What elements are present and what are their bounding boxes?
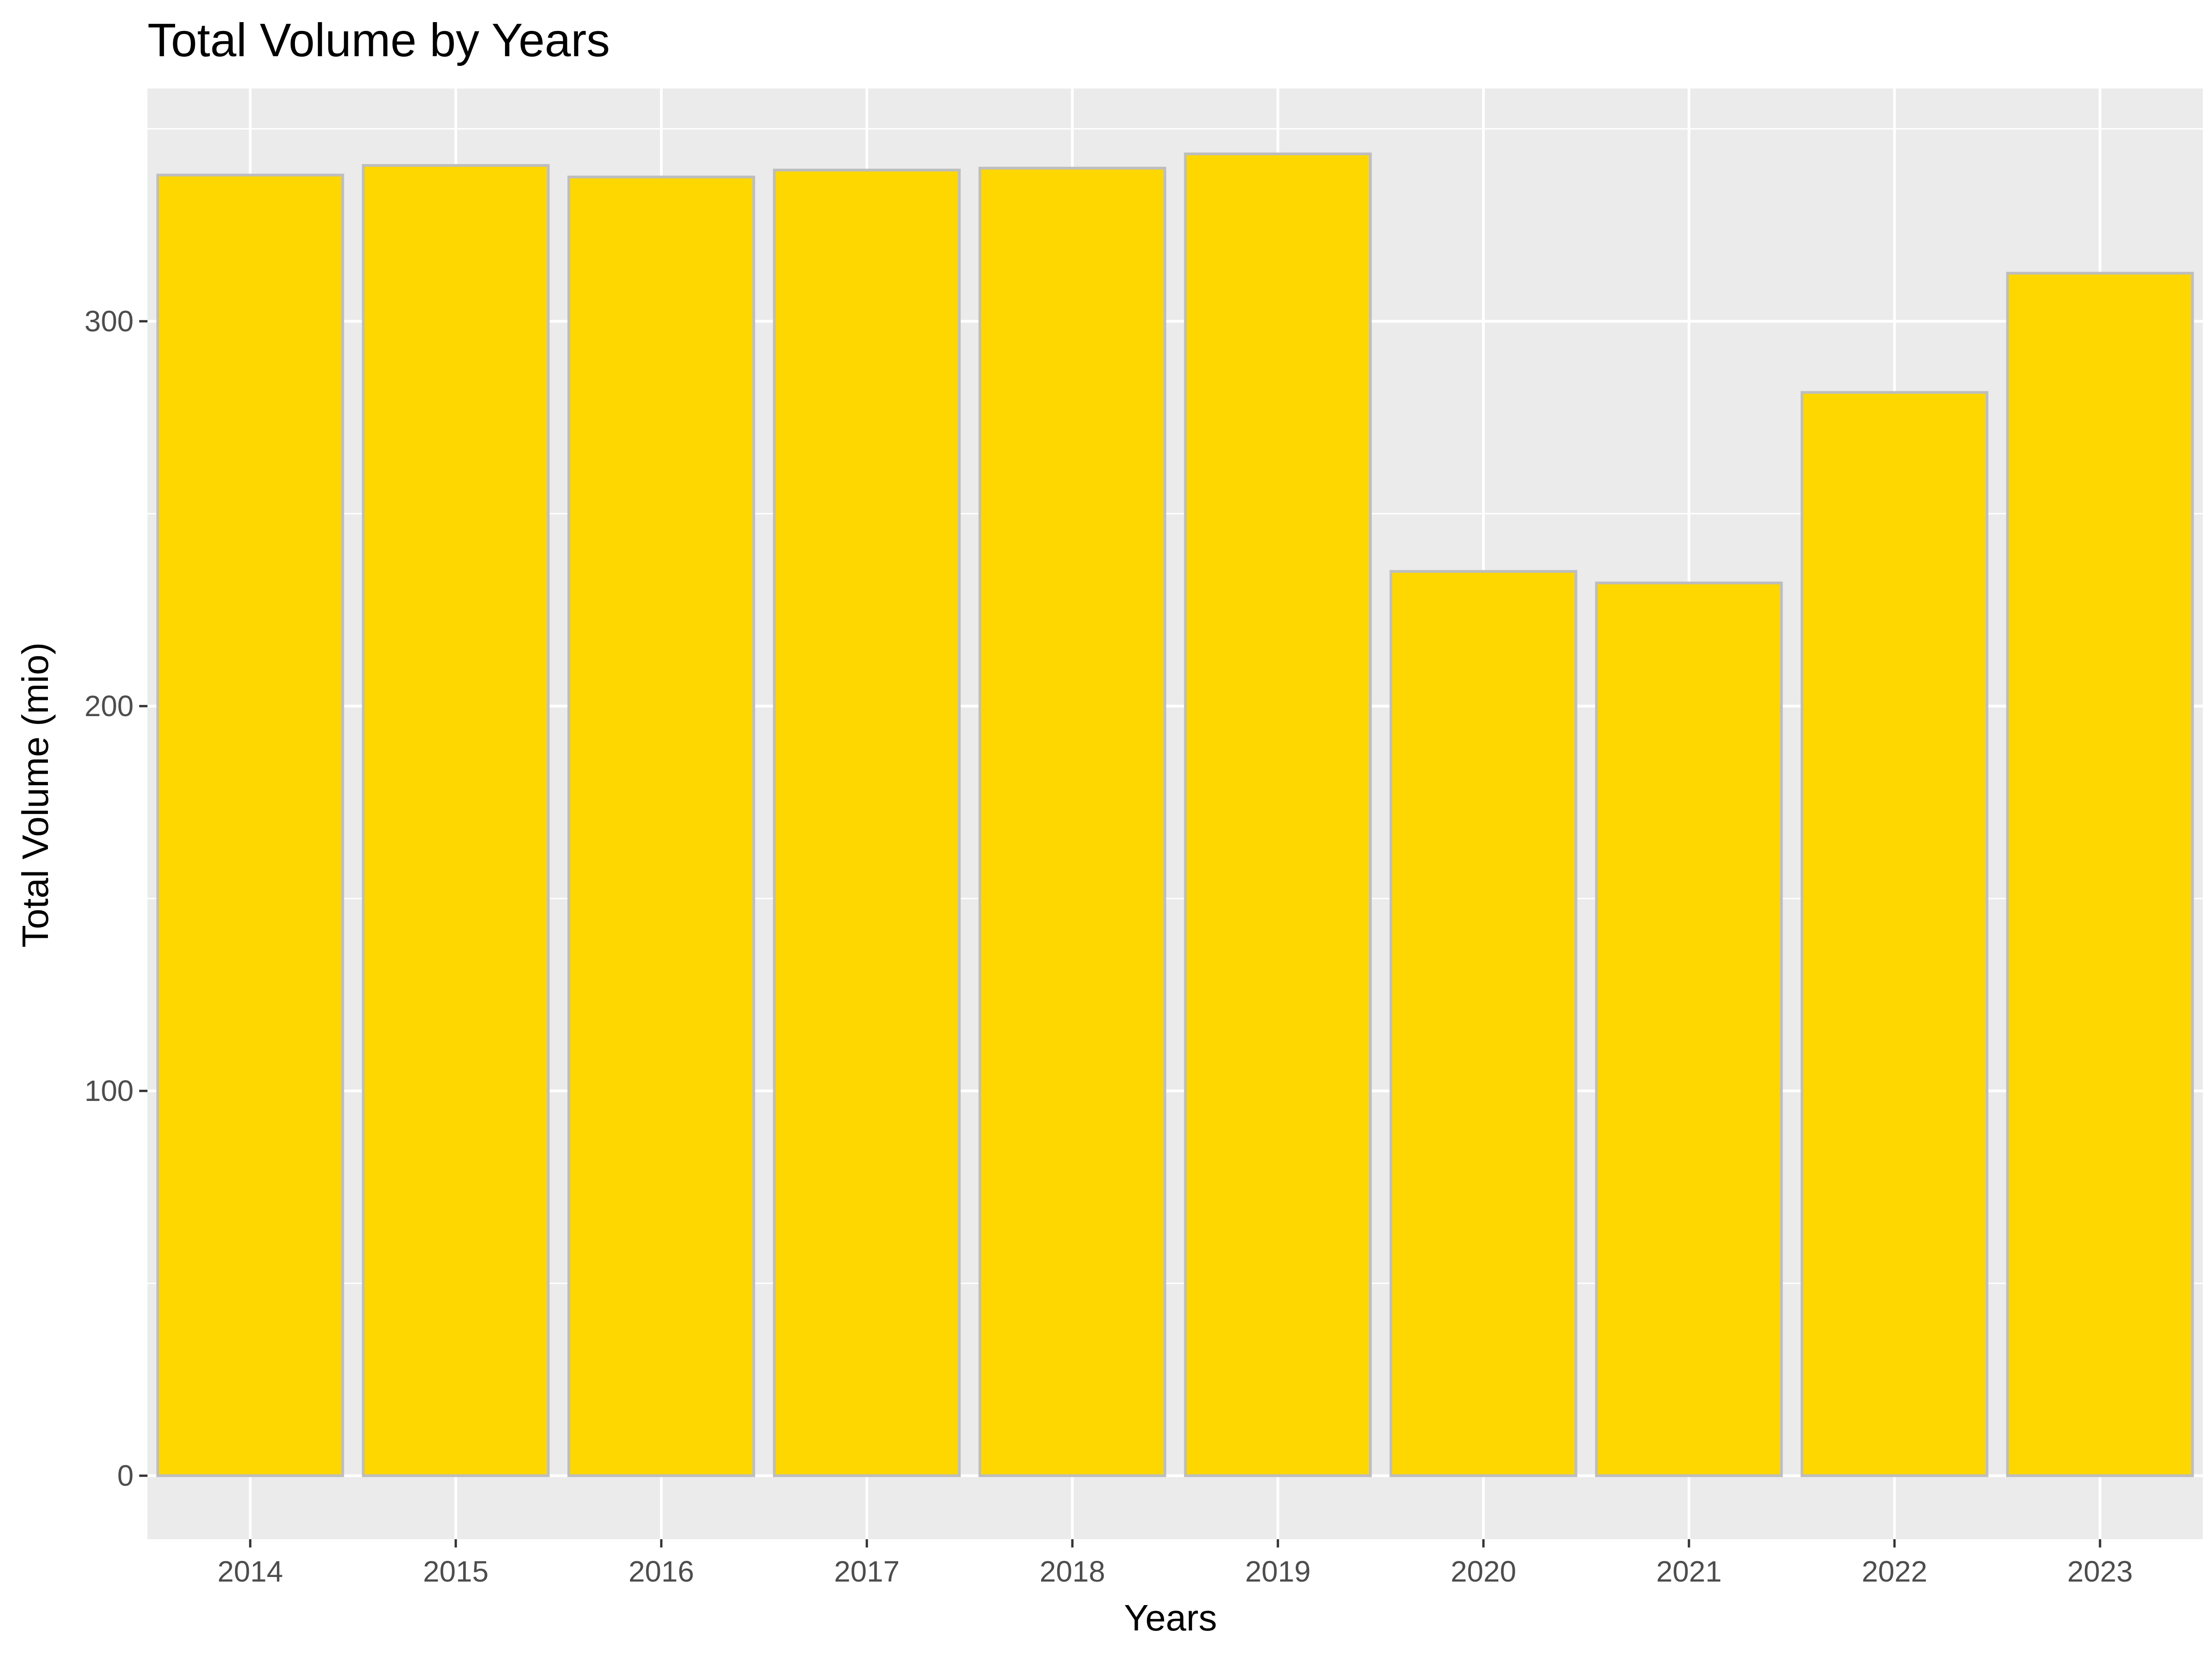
x-tick-label: 2022 [1862,1555,1927,1588]
bar-2021 [1595,581,1783,1477]
bar-2020 [1389,570,1577,1477]
x-tick-label: 2019 [1245,1555,1311,1588]
y-axis-title: Total Volume (mio) [15,642,56,947]
x-tick-label: 2021 [1656,1555,1722,1588]
x-axis-title: Years [1124,1597,1217,1638]
x-tick-label: 2015 [423,1555,488,1588]
x-tick-label: 2018 [1040,1555,1105,1588]
y-tick-label: 300 [84,305,134,338]
x-tick-label: 2016 [629,1555,694,1588]
bar-2019 [1184,152,1372,1477]
bars [156,152,2194,1477]
x-tick-label: 2017 [834,1555,900,1588]
y-tick-label: 100 [84,1074,134,1107]
bar-2022 [1800,391,1988,1477]
x-axis: 2014 2015 2016 2017 2018 2019 2020 2021 2022 2023 [218,1539,2133,1588]
x-tick-label: 2014 [218,1555,283,1588]
y-tick-label: 200 [84,689,134,723]
bar-2015 [362,164,550,1477]
y-tick-label: 0 [117,1459,134,1492]
x-tick-label: 2023 [2067,1555,2133,1588]
bar-2014 [156,173,344,1477]
bar-2017 [773,169,961,1477]
x-tick-label: 2020 [1451,1555,1516,1588]
chart-title: Total Volume by Years [147,14,610,66]
y-axis: 0 100 200 300 [84,305,147,1492]
bar-2023 [2006,271,2194,1477]
bar-2018 [978,166,1166,1477]
bar-2016 [567,176,755,1477]
